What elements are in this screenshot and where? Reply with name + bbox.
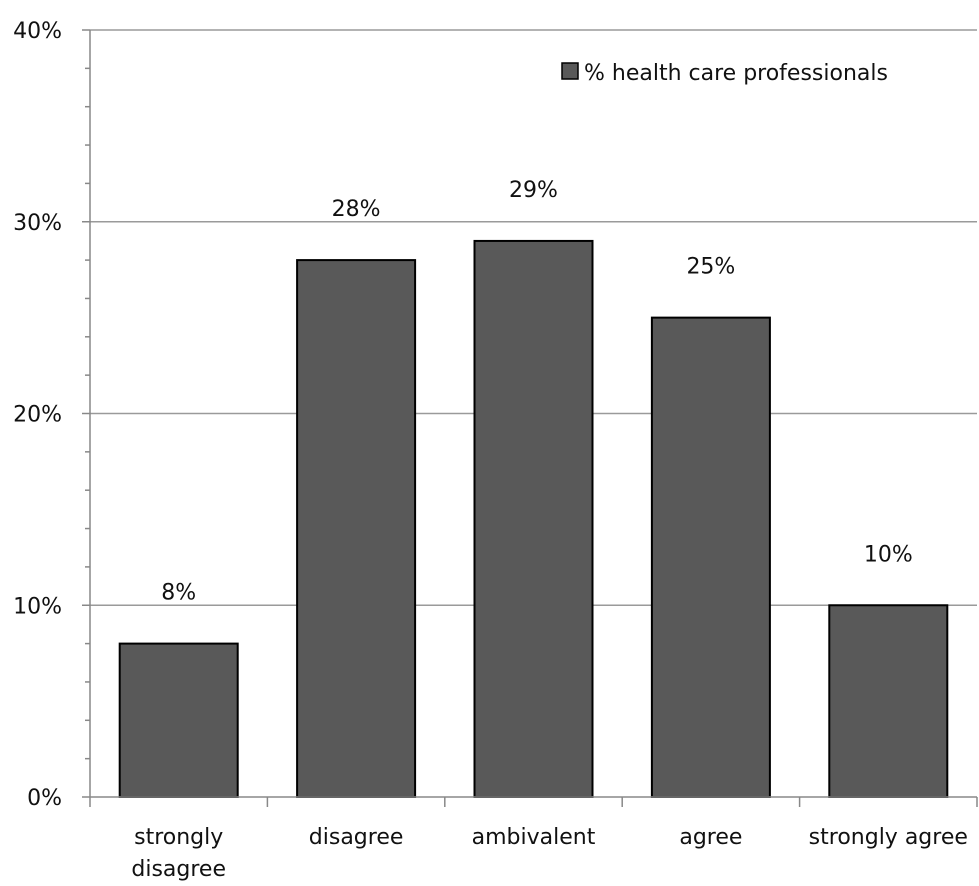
- y-tick-label: 20%: [13, 403, 62, 428]
- legend-swatch: [561, 62, 579, 80]
- data-label: 29%: [509, 178, 558, 203]
- y-tick-label: 30%: [13, 211, 62, 236]
- category-label: strongly: [134, 825, 223, 850]
- axes: 0% 10% 20% 30% 40%: [13, 19, 978, 811]
- legend-label: % health care professionals: [584, 61, 888, 86]
- y-tick-label: 10%: [13, 594, 62, 619]
- y-tick-label: 40%: [13, 19, 62, 44]
- category-label: strongly agree: [809, 825, 968, 850]
- y-tick-label: 0%: [27, 786, 62, 811]
- bar: [296, 259, 417, 799]
- bar: [118, 642, 239, 798]
- category-label: agree: [679, 825, 742, 850]
- data-label: 28%: [332, 197, 381, 222]
- labels: 8% strongly disagree 28% disagree 29% ambivale…: [131, 178, 968, 882]
- data-label: 25%: [686, 255, 735, 280]
- bar: [650, 316, 771, 798]
- category-label: disagree: [131, 857, 226, 882]
- category-label: ambivalent: [472, 825, 596, 850]
- data-label: 8%: [161, 581, 196, 606]
- legend: % health care professionals: [561, 61, 888, 86]
- bars: [118, 239, 949, 799]
- bar: [473, 239, 594, 799]
- bar: [828, 604, 949, 798]
- data-label: 10%: [864, 542, 913, 567]
- category-label: disagree: [309, 825, 404, 850]
